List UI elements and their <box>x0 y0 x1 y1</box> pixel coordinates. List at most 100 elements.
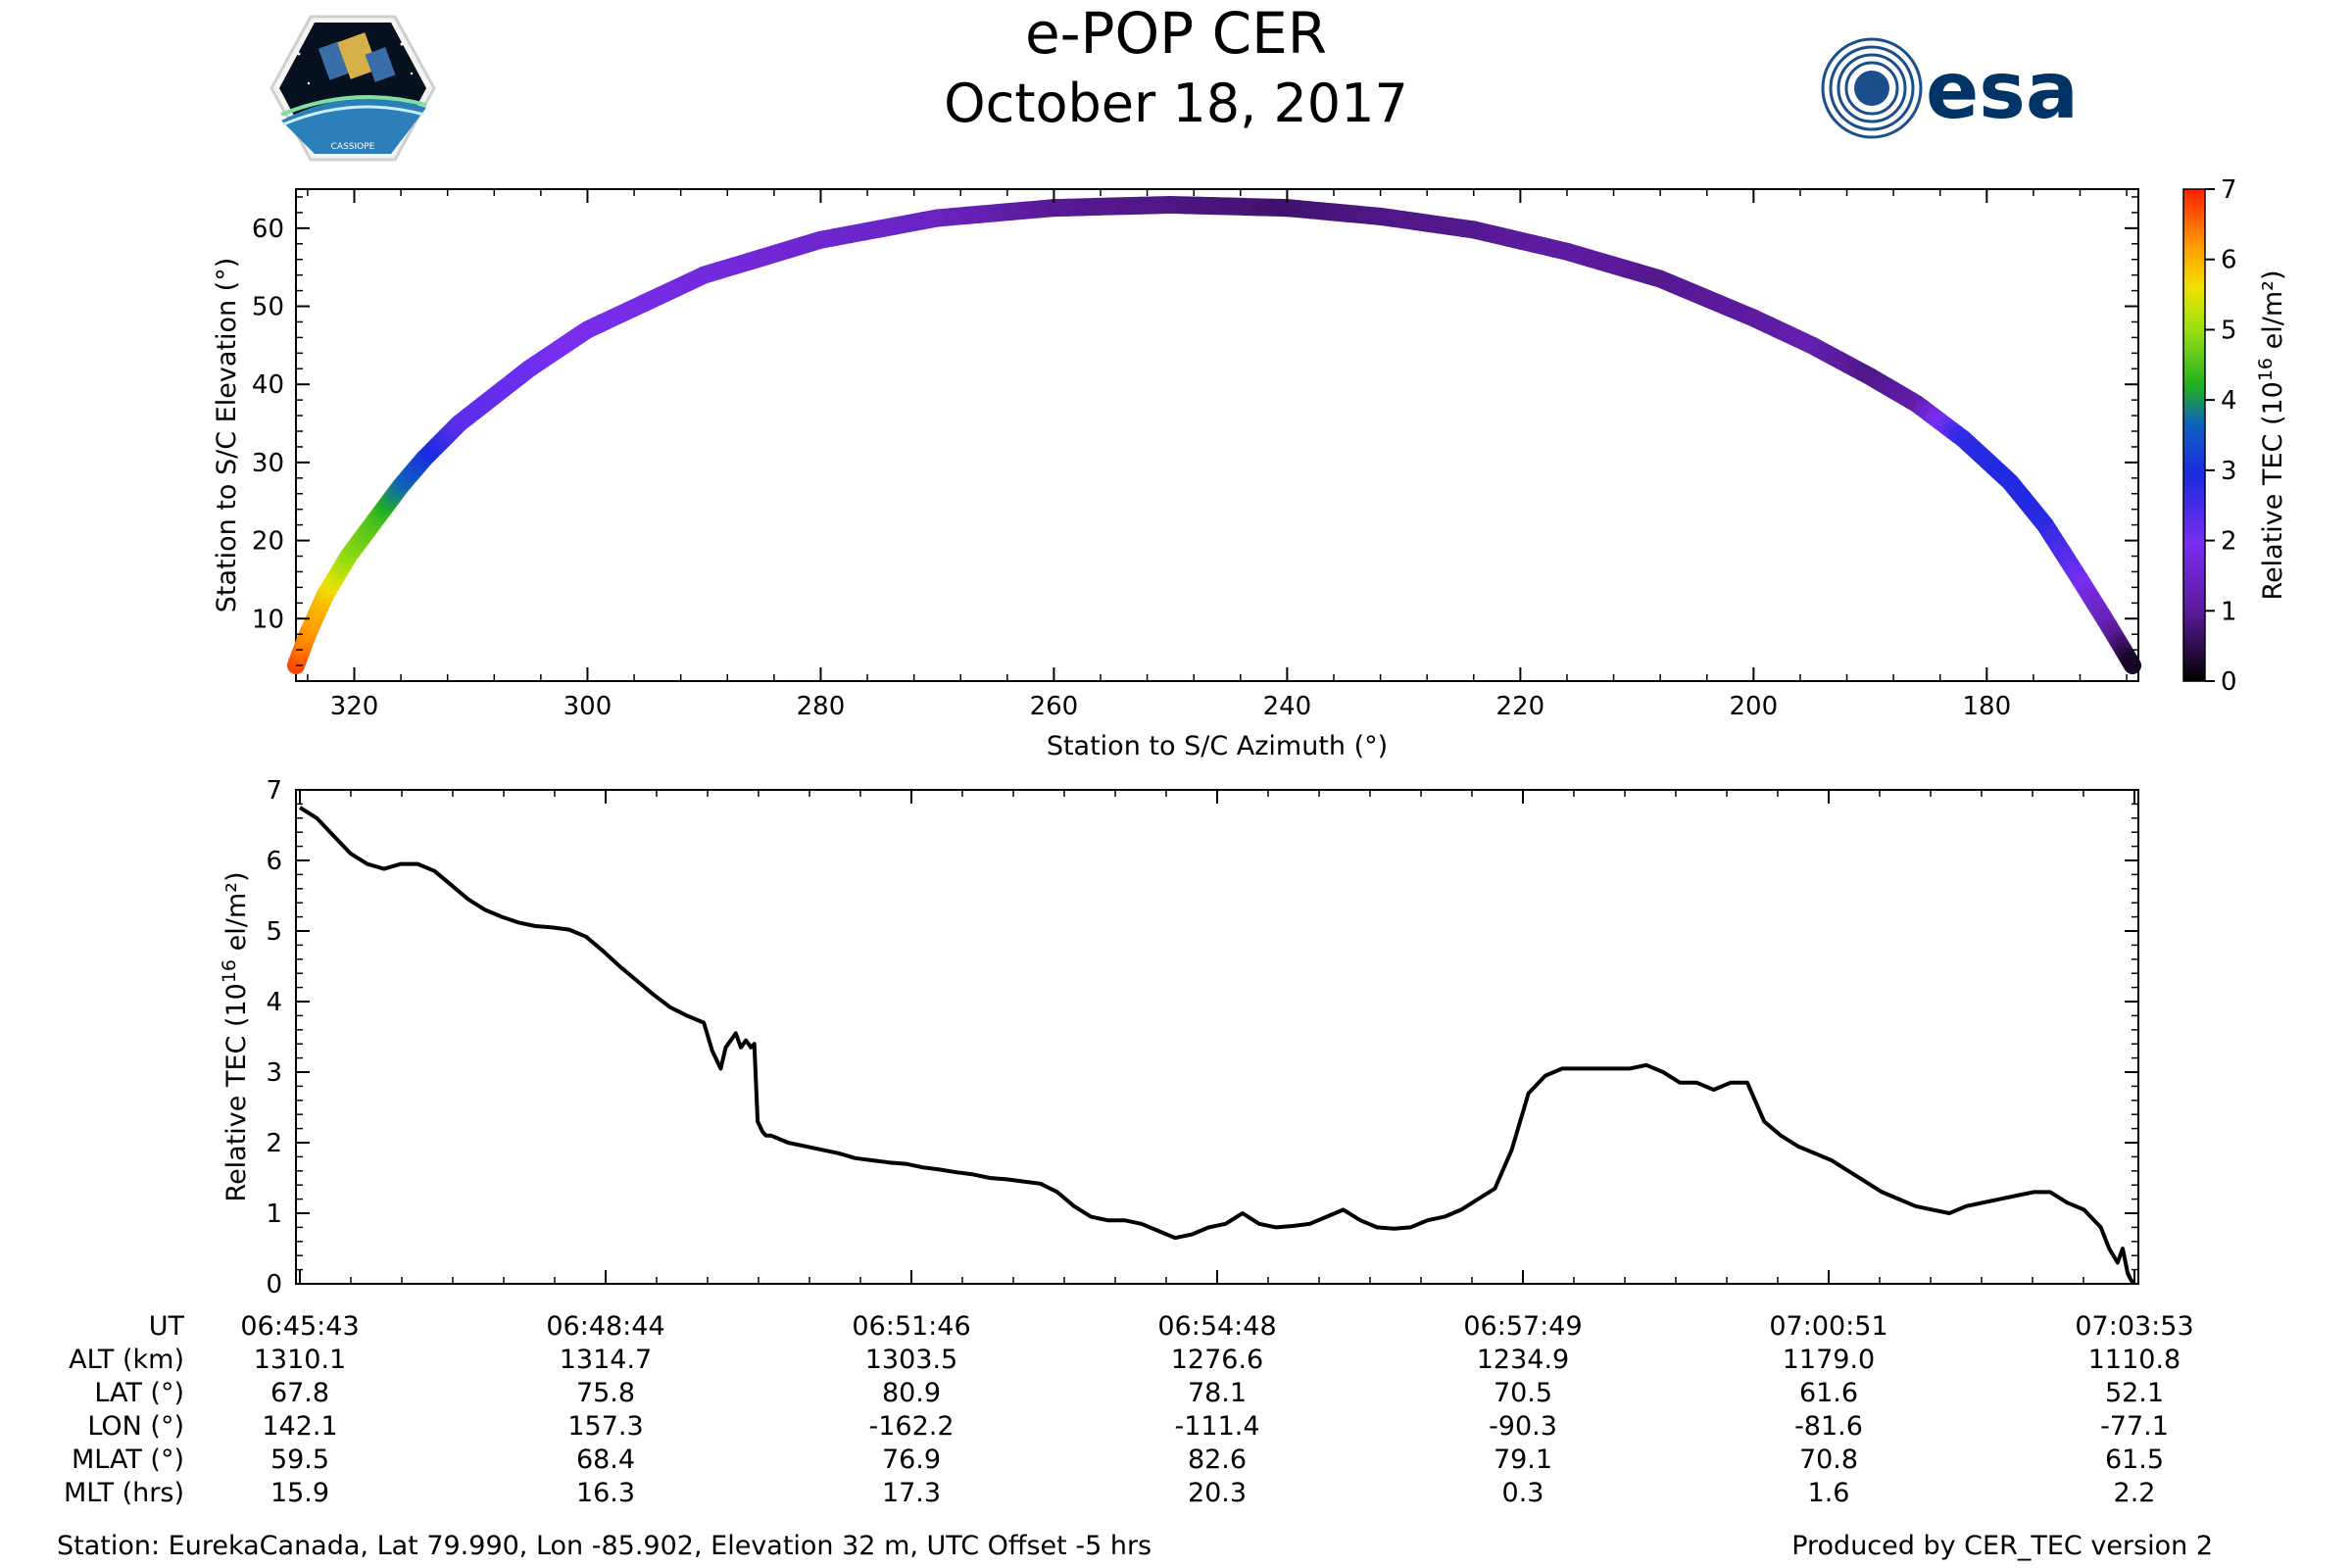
colorbar-tick-label: 5 <box>2221 316 2237 345</box>
top-y-ticks: 10 20 30 40 50 60 <box>252 196 2138 666</box>
table-cell: 1303.5 <box>865 1345 957 1375</box>
colorbar-tick-label: 7 <box>2221 175 2237 205</box>
table-cell: -81.6 <box>1794 1411 1863 1442</box>
top-x-tick-label: 280 <box>797 692 846 721</box>
top-x-tick-label: 320 <box>330 692 379 721</box>
table-cell: 78.1 <box>1188 1378 1247 1408</box>
bottom-y-ticks: 0 1 2 3 4 5 6 7 <box>266 776 2138 1299</box>
table-cell: 67.8 <box>270 1378 329 1408</box>
table-cell: 75.8 <box>576 1378 635 1408</box>
table-cell: 06:57:49 <box>1463 1311 1582 1342</box>
table-cell: 1179.0 <box>1783 1345 1875 1375</box>
table-cell: 07:03:53 <box>2075 1311 2193 1342</box>
table-cell: -111.4 <box>1174 1411 1259 1442</box>
top-y-tick-label: 30 <box>252 449 284 478</box>
chart-title: e-POP CER <box>1024 0 1328 67</box>
table-cell: 59.5 <box>270 1445 329 1475</box>
table-row-label: UT <box>149 1311 185 1342</box>
table-row-label: LON (°) <box>87 1411 184 1442</box>
top-y-tick-label: 60 <box>252 215 284 244</box>
table-cell: -162.2 <box>868 1411 954 1442</box>
top-y-tick-label: 40 <box>252 370 284 400</box>
top-y-tick-label: 20 <box>252 527 284 557</box>
table-cell: 17.3 <box>882 1478 941 1508</box>
top-plot-frame <box>295 188 2139 682</box>
bottom-y-axis-title: Relative TEC (1016 el/m²) <box>219 872 252 1202</box>
table-cell: -90.3 <box>1489 1411 1557 1442</box>
table-cell: 1.6 <box>1808 1478 1850 1508</box>
top-x-tick-label: 220 <box>1496 692 1545 721</box>
colorbar-tick-label: 4 <box>2221 386 2237 416</box>
table-cell: 1234.9 <box>1477 1345 1569 1375</box>
bottom-y-tick-label: 7 <box>266 776 282 806</box>
table-cell: 0.3 <box>1502 1478 1544 1508</box>
colorbar-tick-label: 1 <box>2221 597 2237 626</box>
table-cell: 68.4 <box>576 1445 635 1475</box>
station-info: Station: EurekaCanada, Lat 79.990, Lon -… <box>57 1531 1152 1561</box>
colorbar-tick-label: 6 <box>2221 246 2237 275</box>
colorbar-label: Relative TEC (1016 el/m²) <box>2255 270 2288 601</box>
table-cell: 20.3 <box>1188 1478 1247 1508</box>
table-cell: 70.8 <box>1799 1445 1858 1475</box>
table-cell: 1314.7 <box>560 1345 652 1375</box>
table-cell: 61.5 <box>2105 1445 2164 1475</box>
table-cell: 157.3 <box>567 1411 643 1442</box>
table-cell: 142.1 <box>262 1411 337 1442</box>
tec-track <box>287 195 2142 675</box>
producer-info: Produced by CER_TEC version 2 <box>1791 1531 2213 1561</box>
table-cell: 1310.1 <box>254 1345 346 1375</box>
table-cell: 15.9 <box>270 1478 329 1508</box>
table-cell: 52.1 <box>2105 1378 2164 1408</box>
table-cell: 06:51:46 <box>852 1311 970 1342</box>
table-cell: 79.1 <box>1494 1445 1552 1475</box>
bottom-y-tick-label: 5 <box>266 917 282 947</box>
table-cell: 06:54:48 <box>1157 1311 1276 1342</box>
azimuth-elevation-plot: 320 300 280 260 240 220 200 180 10 20 30 40 50 60 St… <box>212 188 2142 761</box>
table-row-label: ALT (km) <box>69 1345 184 1375</box>
table-cell: 80.9 <box>882 1378 941 1408</box>
colorbar-tick-label: 2 <box>2221 527 2237 557</box>
esa-logo: esa <box>1821 37 2079 139</box>
table-cell: 06:48:44 <box>546 1311 664 1342</box>
bottom-plot-frame <box>295 789 2139 1285</box>
colorbar-tick-label: 0 <box>2221 667 2237 697</box>
table-cell: 76.9 <box>882 1445 941 1475</box>
table-row-label: MLAT (°) <box>72 1445 184 1475</box>
table-cell: 06:45:43 <box>240 1311 359 1342</box>
top-x-tick-label: 300 <box>564 692 612 721</box>
table-cell: -77.1 <box>2100 1411 2169 1442</box>
table-cell: 07:00:51 <box>1769 1311 1887 1342</box>
top-y-tick-label: 10 <box>252 605 284 634</box>
table-cell: 2.2 <box>2114 1478 2156 1508</box>
colorbar-gradient <box>2182 188 2206 682</box>
table-cell: 16.3 <box>576 1478 635 1508</box>
table-row-label: MLT (hrs) <box>64 1478 184 1508</box>
bottom-y-tick-label: 0 <box>266 1270 282 1299</box>
esa-logo-text: esa <box>1926 45 2079 136</box>
table-row-label: LAT (°) <box>94 1378 184 1408</box>
table-cell: 1110.8 <box>2088 1345 2180 1375</box>
table-cell: 61.6 <box>1799 1378 1858 1408</box>
colorbar: 0 1 2 3 4 5 6 7 Relative TEC (1016 el/m²) <box>2182 175 2288 697</box>
bottom-y-tick-label: 4 <box>266 988 282 1017</box>
bottom-y-tick-label: 2 <box>266 1129 282 1158</box>
top-x-tick-label: 240 <box>1263 692 1312 721</box>
bottom-y-tick-label: 1 <box>266 1200 282 1229</box>
tec-track-segment <box>2121 652 2142 675</box>
top-x-tick-label: 200 <box>1730 692 1779 721</box>
top-x-tick-label: 260 <box>1030 692 1079 721</box>
table-cell: 70.5 <box>1494 1378 1552 1408</box>
top-x-axis-title: Station to S/C Azimuth (°) <box>1047 731 1388 761</box>
cassiope-logo-text: CASSIOPE <box>331 142 375 152</box>
colorbar-ticks: 0 1 2 3 4 5 6 7 <box>2205 175 2237 697</box>
top-x-ticks: 320 300 280 260 240 220 200 180 <box>307 189 2128 721</box>
bottom-y-tick-label: 6 <box>266 847 282 876</box>
tec-line-plot: 0 1 2 3 4 5 6 7 Relative TEC (1016 el/m²) <box>219 776 2139 1299</box>
table-cell: 82.6 <box>1188 1445 1247 1475</box>
tec-series-line <box>298 806 2136 1286</box>
bottom-y-tick-label: 3 <box>266 1058 282 1088</box>
bottom-x-ticks <box>299 790 2135 1284</box>
colorbar-tick-label: 3 <box>2221 457 2237 486</box>
